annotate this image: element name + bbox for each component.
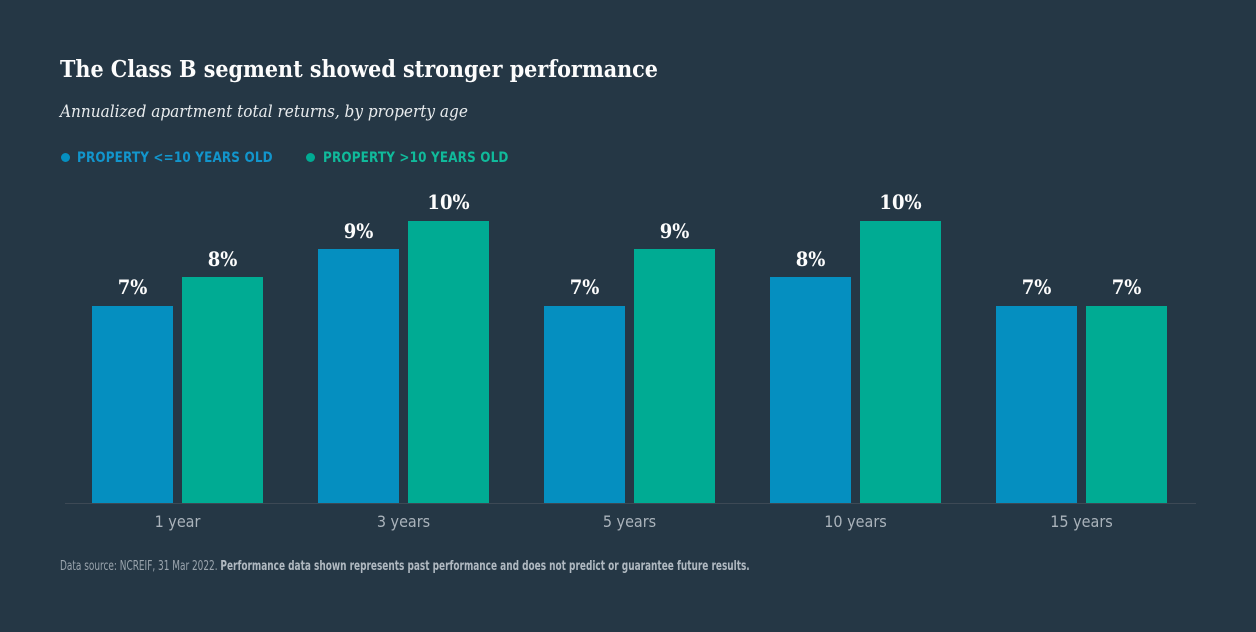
x-axis-label-3-years: 3 years <box>376 511 431 531</box>
x-axis-line <box>65 502 1196 504</box>
legend-dot-icon-green <box>306 153 315 162</box>
bar-value-label: 9% <box>659 218 690 243</box>
legend-dot-icon-blue <box>61 153 70 162</box>
bar-series1-5-years <box>544 305 625 503</box>
bar-series1-1-year <box>92 305 173 503</box>
bar-value-label: 7% <box>1111 275 1142 299</box>
bar-value-label: 7% <box>117 275 148 299</box>
bar-value-label: 10% <box>879 190 922 215</box>
bar-value-label: 8% <box>795 246 826 271</box>
bar-value-label: 7% <box>569 275 600 299</box>
bar-series2-3-years <box>408 221 489 503</box>
bar-series2-15-years <box>1086 305 1167 503</box>
bar-value-label: 8% <box>207 246 238 271</box>
x-axis-label-1-year: 1 year <box>154 511 201 531</box>
disclaimer-text: Performance data shown represents past p… <box>220 559 750 575</box>
chart-subtitle: Annualized apartment total returns, by p… <box>60 102 468 123</box>
bar-series1-15-years <box>996 305 1077 503</box>
chart-title: The Class B segment showed stronger perf… <box>60 56 658 84</box>
data-source-text: Data source: NCREIF, 31 Mar 2022. <box>60 559 218 575</box>
bar-value-label: 7% <box>1021 275 1052 299</box>
bar-series1-3-years <box>318 249 399 503</box>
bar-series2-10-years <box>860 221 941 503</box>
bar-series2-1-year <box>182 277 263 503</box>
bar-series2-5-years <box>634 249 715 503</box>
bar-series1-10-years <box>770 277 851 503</box>
bar-value-label: 10% <box>427 190 470 215</box>
bar-value-label: 9% <box>343 218 374 243</box>
x-axis-label-5-years: 5 years <box>602 511 657 531</box>
legend-label-under-10-years: PROPERTY <=10 YEARS OLD <box>77 150 273 167</box>
x-axis-label-15-years: 15 years <box>1050 511 1113 531</box>
legend-label-over-10-years: PROPERTY >10 YEARS OLD <box>322 150 509 167</box>
x-axis-label-10-years: 10 years <box>824 511 887 531</box>
footnote: Data source: NCREIF, 31 Mar 2022. Perfor… <box>60 560 750 573</box>
